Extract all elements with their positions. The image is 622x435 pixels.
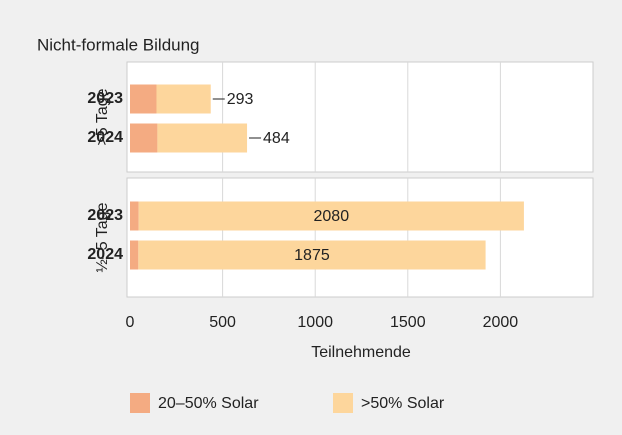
panel: [126, 177, 594, 298]
bar-segment: [138, 201, 524, 231]
row-label: 2023: [87, 207, 123, 224]
row-label: 2023: [87, 90, 123, 107]
row-label: 2024: [87, 129, 123, 146]
x-tick-label: 1500: [390, 314, 426, 331]
legend-label: 20–50% Solar: [158, 395, 259, 412]
row-label: 2024: [87, 246, 123, 263]
value-label: 484: [263, 130, 290, 147]
bar-segment: [130, 123, 158, 153]
x-axis-label: Teilnehmende: [311, 344, 411, 361]
legend-swatch: [130, 393, 150, 413]
value-label: 1875: [294, 247, 330, 264]
x-tick-label: 0: [126, 314, 135, 331]
x-tick-label: 1000: [297, 314, 333, 331]
x-tick-label: 500: [209, 314, 236, 331]
bar-segment: [130, 84, 157, 114]
bar-segment: [156, 84, 211, 114]
bar-segment: [138, 240, 486, 270]
legend-label: >50% Solar: [361, 395, 445, 412]
bar-segment: [157, 123, 248, 153]
panel: [126, 61, 594, 173]
facet-label: >5 Tage: [94, 88, 111, 145]
x-tick-label: 2000: [483, 314, 519, 331]
chart-title: Nicht-formale Bildung: [37, 35, 200, 54]
bar-segment: [130, 240, 139, 270]
facet-label: ½–5 Tage: [94, 202, 111, 272]
legend-swatch: [333, 393, 353, 413]
value-label: 293: [227, 91, 254, 108]
bar-segment: [130, 201, 139, 231]
value-label: 2080: [314, 208, 350, 225]
